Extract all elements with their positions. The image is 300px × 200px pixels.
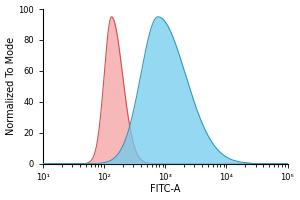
X-axis label: FITC-A: FITC-A	[150, 184, 181, 194]
Y-axis label: Normalized To Mode: Normalized To Mode	[6, 37, 16, 135]
